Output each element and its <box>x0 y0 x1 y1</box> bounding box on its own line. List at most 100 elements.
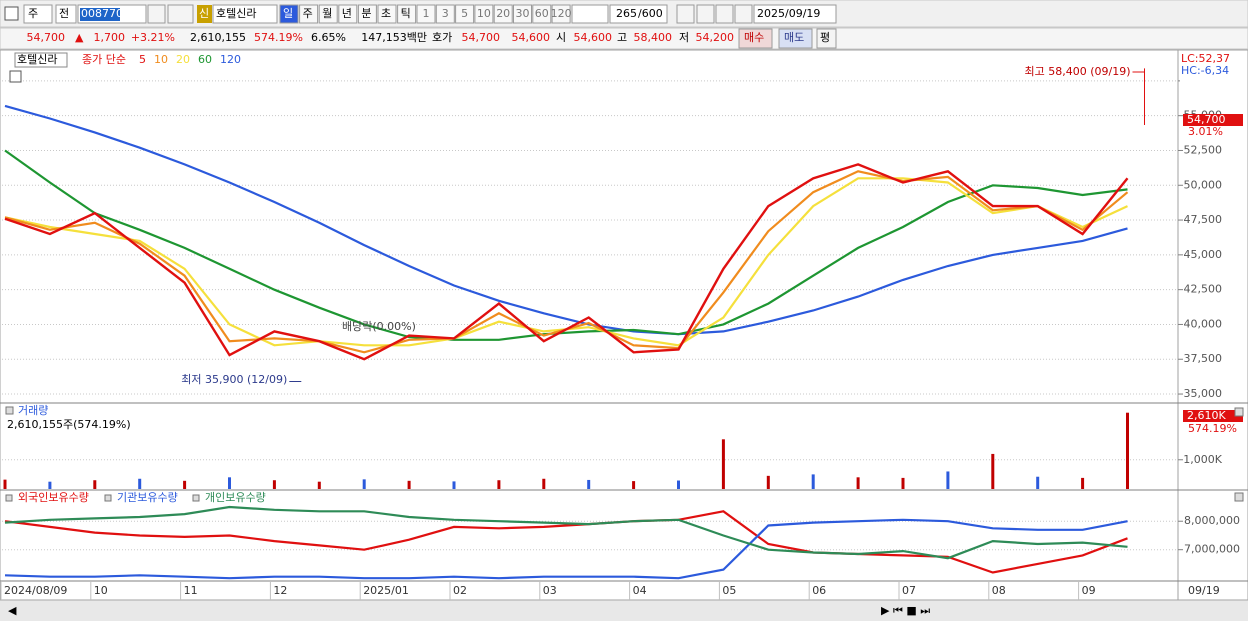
period[interactable]: 주 <box>303 7 313 20</box>
info-turnover: 6.65% <box>311 31 346 44</box>
interval[interactable]: 60 <box>535 7 549 20</box>
y-tick-label: 47,500 <box>1184 213 1223 226</box>
info-bar <box>0 27 1248 50</box>
interval-btn[interactable] <box>532 4 552 24</box>
lc-label: LC:52,37 <box>1181 52 1230 65</box>
date[interactable]: 2025/09/19 <box>757 7 820 20</box>
avg[interactable]: 평 <box>820 31 830 44</box>
volume-bar <box>1126 412 1129 489</box>
market-select[interactable] <box>23 4 53 24</box>
interval[interactable]: 120 <box>551 7 572 20</box>
scroll-right[interactable]: ▶ ⏮ ■ ⏭ <box>881 604 930 617</box>
dropdown[interactable] <box>571 4 609 24</box>
tool-btn[interactable] <box>696 4 715 24</box>
period[interactable]: 초 <box>381 7 391 20</box>
low-annotation: 최저 35,900 (12/09) <box>181 373 287 386</box>
x-tick-label: 11 <box>184 584 198 597</box>
interval-btn[interactable] <box>455 4 475 24</box>
chart-icon[interactable] <box>4 6 19 21</box>
settings-icon[interactable] <box>9 70 22 83</box>
series-line <box>4 149 1128 341</box>
period-btn[interactable] <box>377 4 397 24</box>
volume-bar <box>1036 476 1040 489</box>
legend-entry: 20 <box>176 53 190 66</box>
sell[interactable]: 매도 <box>784 31 804 44</box>
period[interactable]: 틱 <box>401 7 411 20</box>
legend-entry: 5 <box>139 53 146 66</box>
interval-btn[interactable] <box>474 4 494 24</box>
period-btn[interactable] <box>299 4 319 24</box>
volume-bar <box>317 481 321 489</box>
y-tick-label: 35,000 <box>1184 387 1223 400</box>
period[interactable]: 일 <box>283 6 293 20</box>
prev[interactable]: 전 <box>59 7 69 20</box>
info-high: 58,400 <box>634 31 673 44</box>
prev-select[interactable] <box>55 4 77 24</box>
count-box[interactable] <box>609 4 668 24</box>
info-open-label: 시 <box>556 31 566 44</box>
buy[interactable]: 매수 <box>744 31 764 44</box>
interval-btn[interactable] <box>435 4 455 24</box>
search-btn[interactable] <box>147 4 166 24</box>
period[interactable]: 분 <box>361 7 371 20</box>
stock-code[interactable]: 008770 <box>81 7 123 20</box>
period-btn[interactable] <box>357 4 377 24</box>
last-price-box <box>1183 114 1243 126</box>
y-tick-label: 42,500 <box>1184 283 1223 296</box>
series-line <box>4 505 1128 560</box>
interval-btn[interactable] <box>493 4 513 24</box>
legend-icon <box>5 494 13 502</box>
interval[interactable]: 10 <box>477 7 491 20</box>
volume-bar <box>183 480 187 489</box>
y-tick-label: 40,000 <box>1184 317 1223 330</box>
interval[interactable]: 30 <box>516 7 530 20</box>
market[interactable]: 주 <box>28 7 38 20</box>
period-btn[interactable] <box>397 4 417 24</box>
y-tick-label: 37,500 <box>1184 352 1223 365</box>
interval[interactable]: 1 <box>423 7 430 20</box>
volume-bar <box>452 481 456 489</box>
interval[interactable]: 5 <box>461 7 468 20</box>
period[interactable]: 년 <box>342 7 352 20</box>
dividend-annotation: 배당락(0.00%) <box>342 320 416 333</box>
date-box[interactable] <box>753 4 837 24</box>
y-tick-label: 8,000,000 <box>1184 514 1240 527</box>
x-tick-label: 2024/08/09 <box>4 584 67 597</box>
legend-entry: 개인보유수량 <box>205 491 266 504</box>
scrollbar[interactable] <box>0 601 1248 621</box>
code-highlight <box>80 8 120 21</box>
corner-icon[interactable] <box>1234 492 1244 502</box>
series-line <box>4 104 1128 336</box>
corner-icon[interactable] <box>1234 407 1244 417</box>
interval-btn[interactable] <box>416 4 436 24</box>
name-box[interactable] <box>212 4 278 24</box>
info-low: 54,200 <box>696 31 735 44</box>
sell-btn[interactable] <box>778 28 813 49</box>
legend-entry: 120 <box>220 53 241 66</box>
stock-name[interactable]: 호텔신라 <box>216 7 256 20</box>
interval-btn[interactable] <box>513 4 532 24</box>
volume-bar <box>362 479 366 489</box>
info-volume: 2,610,155 <box>190 31 246 44</box>
period[interactable]: 월 <box>322 7 332 20</box>
tool-btn[interactable] <box>715 4 734 24</box>
period-btn[interactable] <box>338 4 358 24</box>
legend-entry: 기관보유수량 <box>117 491 178 504</box>
avg-btn[interactable] <box>816 28 837 49</box>
y-tick-label: 1,000K <box>1183 453 1222 466</box>
vol-last-box <box>1183 410 1243 422</box>
volume-bar <box>272 480 276 489</box>
tool-btn[interactable] <box>734 4 753 24</box>
count: 265 <box>616 7 637 20</box>
sound-btn[interactable] <box>167 4 194 24</box>
buy-btn[interactable] <box>738 28 773 49</box>
scroll-left[interactable]: ◀ <box>8 604 17 617</box>
interval[interactable]: 20 <box>496 7 510 20</box>
period-btn[interactable] <box>279 4 299 24</box>
interval-btn[interactable] <box>551 4 571 24</box>
vol-last: 2,610K <box>1187 409 1226 422</box>
tool-btn[interactable] <box>676 4 695 24</box>
interval[interactable]: 3 <box>442 7 449 20</box>
period-btn[interactable] <box>318 4 338 24</box>
y-tick-label: 7,000,000 <box>1184 543 1240 556</box>
